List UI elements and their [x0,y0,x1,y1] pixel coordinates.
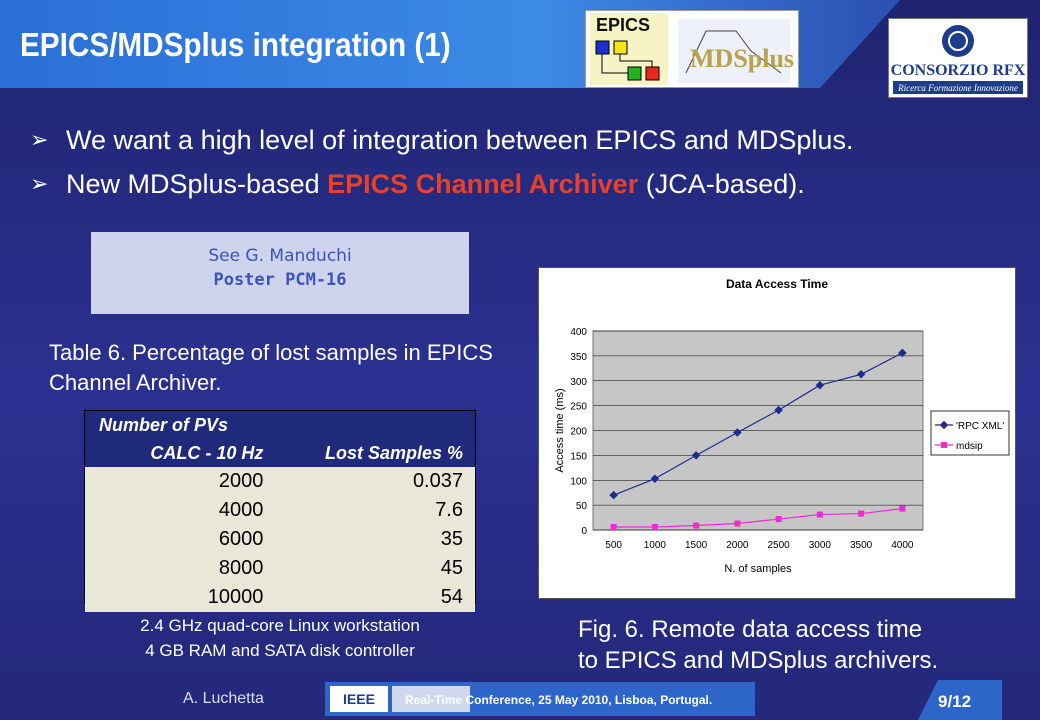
footer-author: A. Luchetta [183,690,264,707]
rfx-logo-graphic: CONSORZIO RFX Ricerca Formazione Innovaz… [891,25,1026,94]
legend-box [930,410,1010,456]
x-tick-label: 1000 [644,540,667,551]
x-tick-label: 2500 [768,540,791,551]
table-cell-lost: 35 [275,525,475,554]
see-poster: Poster PCM-16 [213,270,347,290]
y-tick-label: 350 [570,352,587,363]
legend-label: 'RPC XML' [956,421,1004,432]
y-tick-label: 150 [570,451,587,462]
consorzio-rfx-logo: CONSORZIO RFX Ricerca Formazione Innovaz… [888,18,1028,98]
x-tick-label: 2000 [726,540,749,551]
legend-marker [939,420,949,430]
data-point [775,516,782,523]
data-point [858,510,865,517]
bullet-2-text: New MDSplus-based [66,168,328,199]
figure-caption-1: Fig. 6. Remote data access time [578,616,923,643]
x-tick-label: 3500 [850,540,873,551]
table-cell-pvs: 6000 [85,525,276,554]
x-tick-label: 1500 [685,540,708,551]
table-caption: Table 6. Percentage of lost samples in E… [49,340,493,395]
bullet-2-suffix: (JCA-based). [638,168,805,199]
table-cell-pvs: 2000 [85,467,276,496]
epics-logo-text: EPICS [596,15,650,35]
table-row: 8000 45 [85,554,475,583]
figure-caption: Fig. 6. Remote data access time to EPICS… [578,614,938,676]
data-point [651,524,658,531]
y-tick-label: 400 [570,327,587,338]
table-header-calc: CALC - 10 Hz [85,439,276,467]
table-footnote-2: 4 GB RAM and SATA disk controller [145,641,415,660]
epics-logo-graphic: EPICS MDSplus [590,13,794,85]
series-line [613,508,903,528]
data-point [650,474,660,484]
y-tick-label: 200 [570,427,587,438]
table-row: 4000 7.6 [85,496,475,525]
legend-marker [941,442,947,448]
table-cell-lost: 54 [275,583,475,612]
table-row: 6000 35 [85,525,475,554]
x-axis-label: N. of samples [724,563,792,575]
y-tick-label: 0 [581,526,587,537]
x-tick-label: 3000 [809,540,832,551]
table-cell-pvs: 8000 [85,554,276,583]
table-header-pvs: Number of PVs [85,411,276,439]
conference-text: Real-Time Conference, 25 May 2010, Lisbo… [405,693,713,707]
data-point [816,511,823,518]
lost-samples-table: Number of PVs CALC - 10 Hz Lost Samples … [84,410,476,612]
data-point [693,522,700,529]
see-author: See G. Manduchi [208,246,352,266]
table-footnote-1: 2.4 GHz quad-core Linux workstation [140,616,420,635]
bullet-1: ➢ We want a high level of integration be… [30,118,853,162]
data-point [691,451,701,460]
nuclear-society-logo [392,686,470,712]
y-axis-label: Access time (ms) [554,388,566,472]
mdsplus-logo-text: MDSplus [690,44,794,73]
y-tick-label: 50 [576,501,588,512]
table-header-empty [275,411,475,439]
table-footnote: 2.4 GHz quad-core Linux workstation 4 GB… [90,613,470,663]
x-tick-label: 4000 [891,540,914,551]
epics-mdsplus-logo: EPICS MDSplus [585,10,799,88]
table-row: 10000 54 [85,583,475,612]
bullet-2: ➢ New MDSplus-based EPICS Channel Archiv… [30,162,853,206]
data-point [610,524,617,531]
y-tick-label: 300 [570,377,587,388]
legend-label: mdsip [956,441,983,452]
bullet-1-text: We want a high level of integration betw… [66,124,854,155]
ieee-logo: IEEE [330,686,388,712]
table-cell-lost: 45 [275,554,475,583]
x-tick-label: 500 [605,540,622,551]
table-row: 2000 0.037 [85,467,475,496]
see-reference-box: See G. Manduchi Poster PCM-16 [91,232,469,314]
table-header-lost: Lost Samples % [275,439,475,467]
slide-title: EPICS/MDSplus integration (1) [20,26,451,63]
arrow-bullet-icon: ➢ [30,127,49,152]
page-number: 9/12 [938,692,972,711]
bullet-list: ➢ We want a high level of integration be… [30,118,853,206]
series-line [613,352,903,496]
figure-caption-2: to EPICS and MDSplus archivers. [578,647,939,674]
data-point [899,505,906,512]
table-cell-pvs: 10000 [85,583,276,612]
chart-svg: 0 50 100 150 200 250 300 350 400 500 1000 1500 2000 2… [554,277,1010,575]
y-tick-label: 100 [570,476,587,487]
table-cell-lost: 7.6 [275,496,475,525]
chart-title: Data Access Time [726,277,828,291]
data-point [856,370,866,379]
y-tick-label: 250 [570,402,587,413]
access-time-chart: 0 50 100 150 200 250 300 350 400 500 1000 1500 2000 2… [538,267,1016,599]
data-point [734,520,741,527]
bullet-2-highlight: EPICS Channel Archiver [327,168,639,199]
rfx-logo-text: CONSORZIO RFX [891,62,1026,79]
arrow-bullet-icon: ➢ [30,171,49,196]
table-cell-lost: 0.037 [275,467,475,496]
rfx-logo-subtext: Ricerca Formazione Innovazione [897,83,1018,93]
table-cell-pvs: 4000 [85,496,276,525]
